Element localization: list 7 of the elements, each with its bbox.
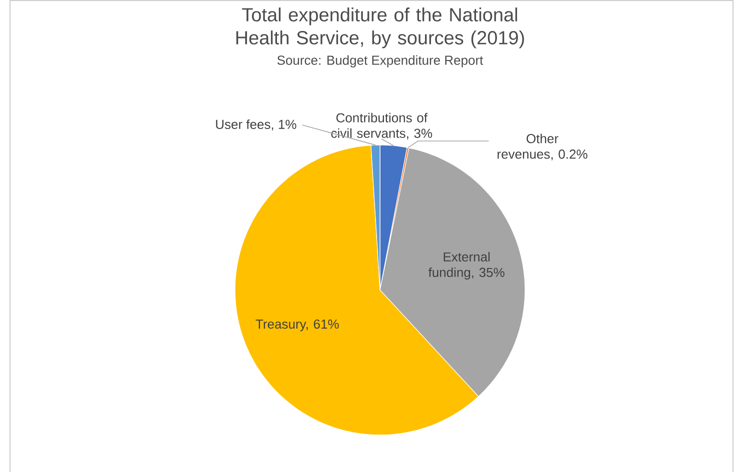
chart-title: Total expenditure of the National Health Service, by sources (2019) — [236, 7, 524, 48]
slice-label: User fees, 1% — [216, 119, 296, 130]
slice-label: Other revenues, 0.2% — [498, 134, 588, 160]
slice-label: Treasury, 61% — [256, 319, 339, 332]
slice-label: External funding, 35% — [428, 252, 504, 280]
source-note: Source: Budget Expenditure Report — [277, 55, 484, 68]
slice-label: Contributions of civil servants, 3% — [331, 112, 432, 140]
